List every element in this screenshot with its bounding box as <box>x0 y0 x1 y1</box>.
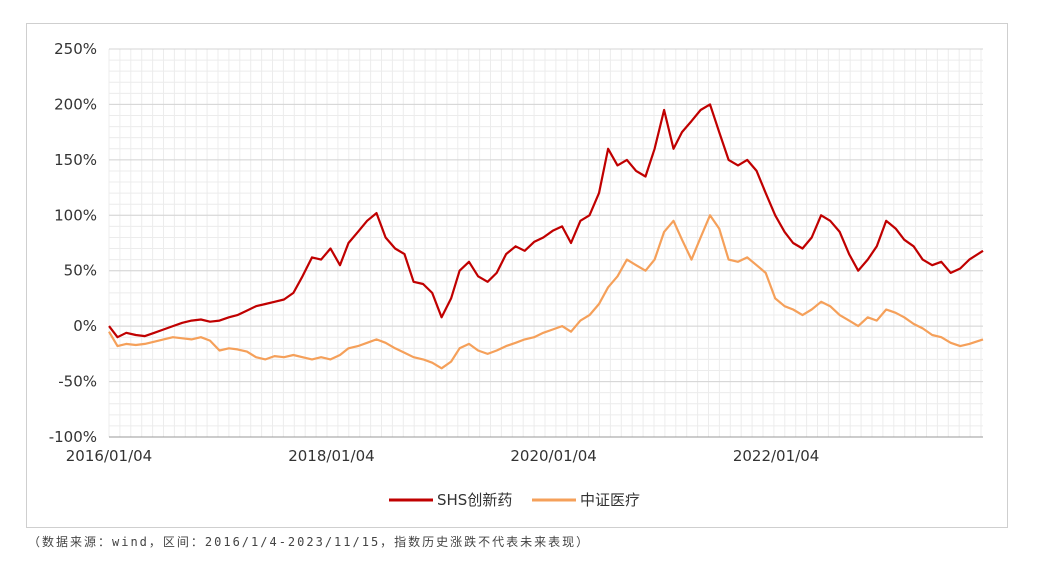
x-tick-label: 2016/01/04 <box>66 447 152 465</box>
y-tick-label: 50% <box>64 262 97 280</box>
footnote: （数据来源：wind，区间：2016/1/4-2023/11/15，指数历史涨跌… <box>28 535 591 549</box>
y-tick-label: 200% <box>54 95 97 113</box>
chart-frame: 250% 200% 150% 100% 50% 0% -50% -100% 2016/01/0… <box>26 23 1008 528</box>
y-tick-label: 150% <box>54 151 97 169</box>
series-line-0 <box>108 103 984 339</box>
y-tick-label: -50% <box>58 373 97 391</box>
x-tick-label: 2022/01/04 <box>733 447 819 465</box>
legend-label-0: SHS创新药 <box>437 491 512 509</box>
line-chart: 250% 200% 150% 100% 50% 0% -50% -100% 2016/01/0… <box>49 40 984 509</box>
x-tick-label: 2020/01/04 <box>510 447 596 465</box>
y-tick-label: 0% <box>73 317 97 335</box>
y-tick-label: 100% <box>54 206 97 224</box>
x-tick-label: 2018/01/04 <box>288 447 374 465</box>
y-tick-label: -100% <box>49 428 97 446</box>
legend-label-1: 中证医疗 <box>580 491 640 509</box>
y-tick-label: 250% <box>54 40 97 58</box>
series-line-1 <box>108 214 984 370</box>
